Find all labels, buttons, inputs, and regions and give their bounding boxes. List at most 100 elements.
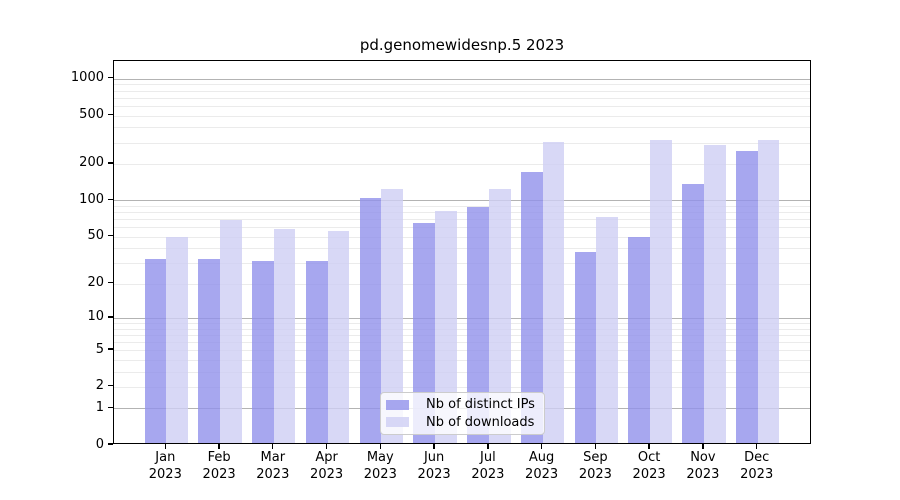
bar-downloads-jan xyxy=(166,236,188,443)
y-tick-mark xyxy=(108,234,113,237)
x-axis-tick-label: Nov 2023 xyxy=(686,450,720,482)
minor-gridline xyxy=(114,219,810,221)
bar-distinct-ips-mar xyxy=(252,261,274,443)
x-tick-mark xyxy=(756,444,758,449)
x-tick-mark xyxy=(272,444,274,449)
major-gridline xyxy=(114,317,810,319)
bar-downloads-mar xyxy=(273,228,296,443)
bar-downloads-oct xyxy=(650,139,672,443)
legend-label-downloads: Nb of downloads xyxy=(426,414,535,430)
minor-gridline xyxy=(114,236,810,238)
x-tick-mark xyxy=(594,444,597,449)
x-tick-mark xyxy=(379,444,381,449)
minor-gridline xyxy=(114,227,810,229)
bar-distinct-ips-may xyxy=(359,198,382,443)
bar-downloads-may xyxy=(381,188,403,443)
bar-distinct-ips-sep xyxy=(574,251,597,443)
x-axis-tick-label: Jan 2023 xyxy=(148,450,182,482)
minor-gridline xyxy=(114,84,810,86)
legend: Nb of distinct IPs Nb of downloads xyxy=(380,392,545,435)
bar-downloads-apr xyxy=(327,230,350,443)
x-axis-tick-label: Apr 2023 xyxy=(310,450,344,482)
bar-distinct-ips-dec xyxy=(736,151,758,443)
y-axis-tick-label: 2 xyxy=(95,378,104,394)
bar-downloads-aug xyxy=(542,142,565,443)
x-tick-mark xyxy=(218,444,220,449)
bar-distinct-ips-apr xyxy=(305,261,328,443)
y-axis-tick-label: 1000 xyxy=(70,70,104,86)
bar-distinct-ips-jun xyxy=(413,223,436,443)
y-axis-tick-label: 50 xyxy=(87,228,104,244)
minor-gridline xyxy=(114,90,810,92)
legend-item-downloads: Nb of downloads xyxy=(386,415,544,430)
y-axis-tick-label: 100 xyxy=(79,191,104,207)
minor-gridline xyxy=(114,97,810,99)
y-axis-tick-label: 5 xyxy=(95,341,104,357)
x-axis-tick-label: Mar 2023 xyxy=(256,450,290,482)
bar-distinct-ips-nov xyxy=(682,183,704,443)
bar-downloads-jun xyxy=(435,211,457,443)
y-axis-tick-label: 20 xyxy=(87,275,104,291)
x-axis-tick-label: Oct 2023 xyxy=(632,450,666,482)
y-tick-mark xyxy=(108,281,113,284)
x-tick-mark xyxy=(164,444,166,449)
minor-gridline xyxy=(114,163,810,165)
legend-swatch-downloads-icon xyxy=(386,417,409,428)
minor-gridline xyxy=(114,142,810,144)
minor-gridline xyxy=(114,105,810,107)
minor-gridline xyxy=(114,205,810,207)
chart-title: pd.genomewidesnp.5 2023 xyxy=(359,36,565,54)
y-axis-tick-label: 1 xyxy=(95,399,104,415)
y-axis-tick-label: 0 xyxy=(95,436,104,452)
y-tick-mark xyxy=(108,113,113,116)
bar-distinct-ips-aug xyxy=(520,172,543,443)
legend-label-distinct-ips: Nb of distinct IPs xyxy=(426,397,535,413)
minor-gridline xyxy=(114,323,810,324)
minor-gridline xyxy=(114,283,810,285)
minor-gridline xyxy=(114,371,810,373)
y-axis-tick-label: 500 xyxy=(79,107,104,122)
x-axis-tick-label: May 2023 xyxy=(363,450,397,482)
minor-gridline xyxy=(114,334,810,336)
minor-gridline xyxy=(114,350,810,351)
minor-gridline xyxy=(114,263,810,264)
y-tick-mark xyxy=(108,443,113,445)
x-tick-mark xyxy=(433,444,435,449)
bar-distinct-ips-feb xyxy=(198,259,221,443)
x-tick-mark xyxy=(702,444,704,449)
minor-gridline xyxy=(114,212,810,214)
minor-gridline xyxy=(114,115,810,117)
minor-gridline xyxy=(114,386,810,388)
minor-gridline xyxy=(114,328,810,330)
x-axis-tick-label: Jul 2023 xyxy=(471,450,505,482)
x-axis-tick-label: Dec 2023 xyxy=(740,450,774,482)
minor-gridline xyxy=(114,341,810,343)
y-tick-mark xyxy=(108,406,113,408)
x-tick-mark xyxy=(648,444,650,449)
y-tick-mark xyxy=(108,385,113,387)
minor-gridline xyxy=(114,248,810,250)
bar-downloads-jul xyxy=(488,189,511,443)
x-tick-mark xyxy=(540,444,543,449)
legend-swatch-distinct-ips-icon xyxy=(386,399,409,410)
y-axis-tick-label: 200 xyxy=(79,155,104,171)
bar-distinct-ips-oct xyxy=(628,236,651,443)
major-gridline xyxy=(114,200,810,202)
x-axis-tick-label: Jun 2023 xyxy=(417,450,451,482)
x-axis-tick-label: Feb 2023 xyxy=(202,450,236,482)
y-tick-mark xyxy=(108,316,113,318)
legend-item-distinct-ips: Nb of distinct IPs xyxy=(386,397,544,412)
y-tick-mark xyxy=(108,162,113,164)
minor-gridline xyxy=(114,127,810,129)
x-tick-mark xyxy=(487,444,489,449)
bar-downloads-dec xyxy=(757,139,780,443)
bar-distinct-ips-jul xyxy=(467,206,489,443)
y-tick-mark xyxy=(108,198,113,201)
y-tick-mark xyxy=(108,348,113,350)
plot-area xyxy=(113,60,811,444)
bar-downloads-feb xyxy=(220,220,242,443)
x-axis-tick-label: Sep 2023 xyxy=(578,450,612,482)
bar-downloads-sep xyxy=(596,217,619,443)
bar-distinct-ips-jan xyxy=(144,259,167,443)
major-gridline xyxy=(114,78,810,80)
